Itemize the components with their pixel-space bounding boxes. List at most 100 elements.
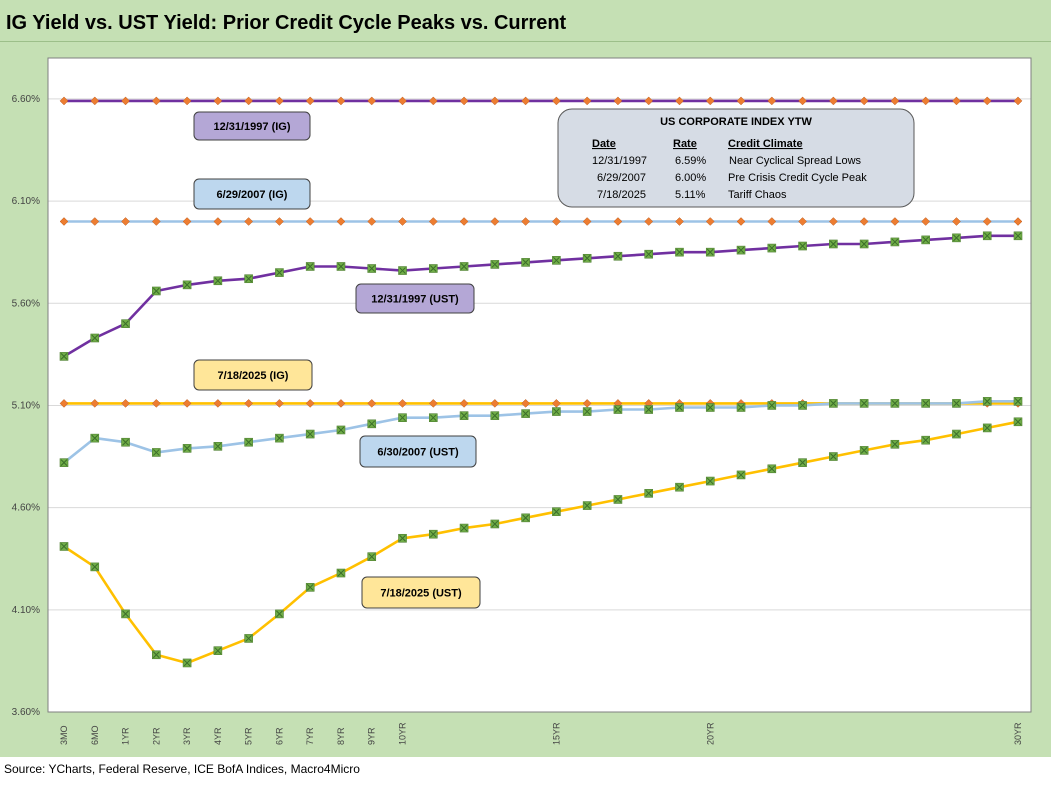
data-point	[767, 401, 777, 410]
data-point	[644, 217, 654, 226]
data-point-cross	[368, 553, 376, 561]
data-point	[521, 513, 530, 523]
data-point	[151, 217, 161, 226]
data-point	[459, 96, 469, 106]
data-point	[952, 217, 961, 226]
data-point	[367, 217, 377, 226]
data-point-cross	[737, 404, 745, 411]
data-point	[705, 217, 715, 226]
data-point-cross	[152, 651, 160, 659]
data-point-cross	[953, 400, 960, 407]
x-tick-label: 2YR	[151, 727, 161, 745]
data-point	[1013, 217, 1023, 226]
data-point	[675, 403, 684, 412]
data-point	[582, 501, 592, 510]
data-point	[921, 435, 930, 445]
data-point-cross	[830, 240, 837, 248]
data-point	[982, 96, 992, 106]
data-point-cross	[460, 263, 468, 270]
data-point	[90, 217, 100, 226]
x-tick-label: 3YR	[182, 727, 192, 745]
data-point	[798, 217, 807, 226]
data-point	[490, 260, 500, 269]
data-point	[736, 245, 746, 255]
data-point-cross	[276, 610, 283, 618]
series-callout-box	[361, 576, 481, 609]
data-point	[1013, 417, 1023, 427]
data-point	[859, 446, 869, 455]
data-point	[521, 217, 530, 226]
data-point-cross	[1014, 418, 1022, 426]
data-point	[121, 319, 130, 328]
data-point	[736, 470, 746, 480]
x-tick-label: 6YR	[274, 727, 284, 745]
x-tick-label: 15YR	[551, 722, 561, 745]
data-point-cross	[553, 508, 560, 516]
x-tick-label: 8YR	[336, 727, 346, 745]
data-point	[59, 542, 69, 551]
data-point	[367, 419, 377, 429]
series-callout-text: 7/18/2025 (UST)	[380, 588, 462, 600]
data-point	[613, 251, 623, 261]
data-point	[459, 523, 469, 533]
data-point-cross	[60, 459, 68, 467]
data-point-cross	[122, 320, 129, 328]
series-line	[63, 234, 1018, 358]
data-point	[675, 247, 684, 257]
data-point	[490, 519, 500, 529]
y-tick-label: 3.60%	[12, 707, 40, 718]
series-callout-box	[193, 359, 313, 391]
data-point-cross	[337, 569, 345, 577]
data-point	[244, 217, 253, 226]
data-point	[829, 217, 838, 226]
data-point	[336, 399, 346, 408]
series-callout-box	[355, 283, 475, 314]
data-point	[952, 96, 961, 106]
data-point	[428, 413, 438, 423]
data-point	[890, 439, 900, 449]
data-point-cross	[152, 287, 160, 295]
data-point	[767, 96, 777, 106]
data-point	[305, 429, 315, 439]
data-point-cross	[1014, 232, 1022, 240]
data-point	[552, 507, 561, 517]
data-point-cross	[983, 232, 991, 240]
x-tick-label: 20YR	[705, 722, 715, 745]
data-point	[798, 241, 807, 251]
data-point	[767, 243, 777, 253]
data-point	[275, 609, 284, 619]
data-point-cross	[460, 412, 468, 420]
table-header-climate: Credit Climate	[728, 138, 803, 150]
data-point	[798, 401, 807, 410]
data-point	[336, 262, 346, 271]
data-point-cross	[860, 240, 868, 248]
data-point-cross	[891, 238, 899, 246]
data-point	[275, 217, 284, 226]
data-point	[644, 96, 654, 106]
data-point-cross	[891, 440, 899, 448]
data-point	[767, 217, 777, 226]
data-point-cross	[645, 250, 653, 258]
data-point	[59, 352, 69, 361]
data-point-cross	[737, 471, 745, 479]
data-point	[921, 235, 930, 245]
data-point	[459, 262, 469, 271]
data-point	[552, 96, 561, 106]
data-point	[428, 96, 438, 106]
x-tick-label: 9YR	[367, 727, 377, 745]
data-point-cross	[245, 438, 252, 446]
data-point-cross	[676, 483, 683, 491]
data-point	[182, 280, 192, 290]
data-point	[521, 96, 530, 106]
data-point-cross	[922, 436, 930, 444]
data-point-cross	[306, 263, 314, 270]
data-point-cross	[706, 404, 714, 411]
data-point	[767, 464, 777, 474]
data-point-cross	[91, 334, 99, 342]
data-point	[552, 407, 561, 416]
data-point-cross	[522, 259, 529, 266]
data-point	[459, 217, 469, 226]
data-point-cross	[983, 397, 991, 405]
data-point-cross	[276, 269, 283, 276]
